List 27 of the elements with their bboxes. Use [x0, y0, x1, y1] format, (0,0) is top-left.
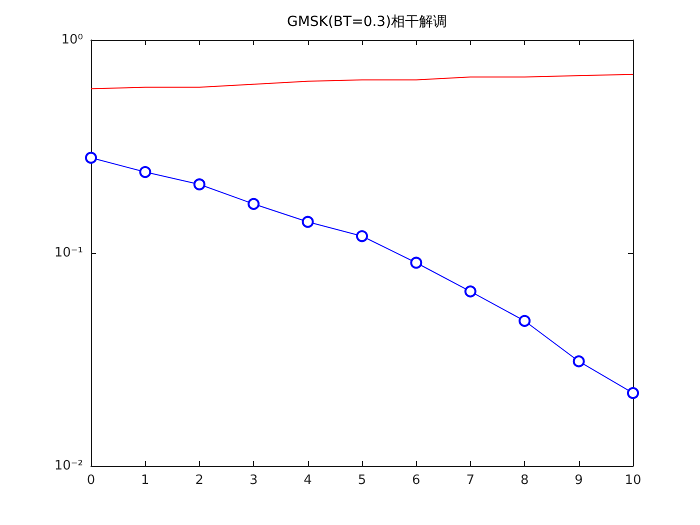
- x-tick-label: 9: [574, 473, 583, 488]
- x-tick-label: 2: [195, 473, 204, 488]
- y-tick-label: 10⁰: [61, 32, 83, 48]
- point: [302, 216, 314, 228]
- point: [193, 178, 206, 190]
- x-tick-label: 1: [141, 473, 150, 488]
- point: [248, 198, 260, 210]
- point: [85, 152, 97, 164]
- point: [518, 314, 531, 327]
- x-tick-label: 5: [358, 473, 366, 488]
- x-tick-label: 6: [412, 473, 420, 488]
- point: [627, 387, 639, 400]
- x-tick-label: 7: [466, 473, 475, 488]
- point: [464, 285, 476, 298]
- x-tick-label: 3: [249, 473, 258, 488]
- point: [356, 230, 368, 242]
- x-tick-label: 4: [304, 473, 312, 488]
- point: [139, 166, 152, 178]
- y-tick-label: 10⁻²: [54, 458, 83, 474]
- line-series: [90, 74, 634, 90]
- x-tick-label: 10: [624, 473, 642, 488]
- chart-title: GMSK(BT=0.3)相干解调: [286, 14, 448, 30]
- x-tick-label: 8: [520, 473, 529, 488]
- y-tick-label: 10⁻¹: [54, 246, 83, 260]
- x-tick-label: 0: [86, 473, 96, 488]
- point: [410, 256, 422, 269]
- point: [572, 355, 585, 368]
